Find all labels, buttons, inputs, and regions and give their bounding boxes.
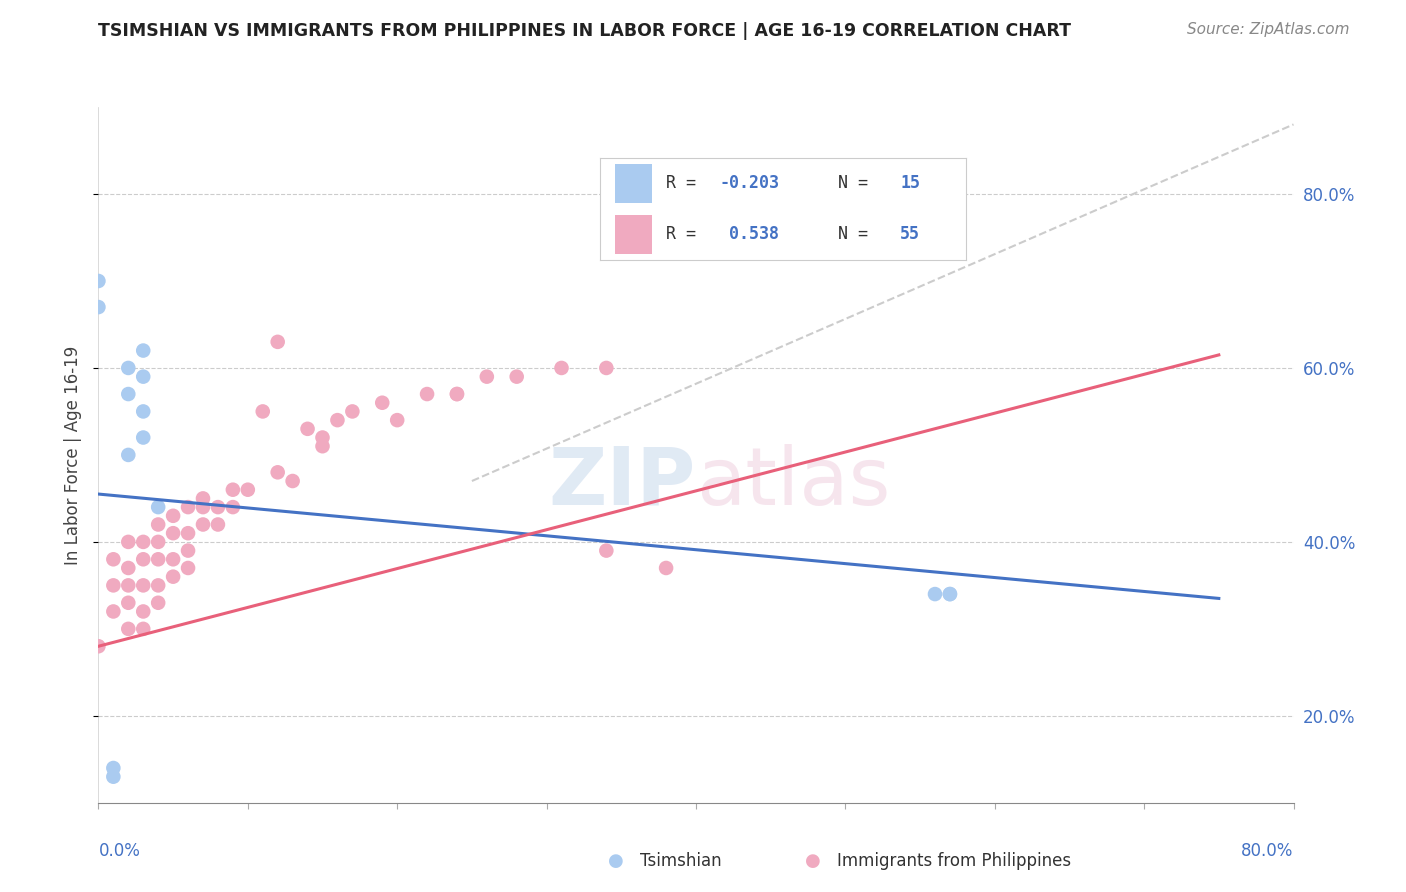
Point xyxy=(385,413,409,427)
Point xyxy=(148,596,170,610)
Point xyxy=(446,387,468,401)
Text: -0.203: -0.203 xyxy=(720,174,779,192)
Point xyxy=(162,526,184,541)
Text: N =: N = xyxy=(818,226,877,244)
Point xyxy=(939,587,962,601)
Text: Tsimshian: Tsimshian xyxy=(640,852,721,870)
Point xyxy=(162,570,184,584)
Point xyxy=(87,639,110,653)
Point xyxy=(297,422,319,436)
Point xyxy=(655,561,678,575)
Point xyxy=(103,605,125,619)
Y-axis label: In Labor Force | Age 16-19: In Labor Force | Age 16-19 xyxy=(65,345,83,565)
Point xyxy=(177,543,200,558)
Text: Immigrants from Philippines: Immigrants from Philippines xyxy=(837,852,1071,870)
Point xyxy=(117,622,139,636)
Point xyxy=(281,474,304,488)
Point xyxy=(177,526,200,541)
Point xyxy=(446,387,468,401)
Text: atlas: atlas xyxy=(696,443,890,522)
Bar xyxy=(614,164,651,202)
Point xyxy=(191,517,214,532)
Point xyxy=(132,343,155,358)
Point xyxy=(595,543,617,558)
Point xyxy=(132,404,155,418)
Point xyxy=(132,552,155,566)
Point xyxy=(939,587,962,601)
Point xyxy=(103,578,125,592)
Text: R =: R = xyxy=(666,174,706,192)
Point xyxy=(117,534,139,549)
Point xyxy=(117,360,139,375)
Point xyxy=(103,761,125,775)
Point xyxy=(207,500,229,514)
Text: 55: 55 xyxy=(900,226,920,244)
Point xyxy=(132,534,155,549)
Point xyxy=(117,387,139,401)
Point xyxy=(207,517,229,532)
Bar xyxy=(614,215,651,254)
Point xyxy=(117,578,139,592)
Text: ZIP: ZIP xyxy=(548,443,696,522)
Point xyxy=(342,404,364,418)
Text: Source: ZipAtlas.com: Source: ZipAtlas.com xyxy=(1187,22,1350,37)
Point xyxy=(311,430,333,444)
Point xyxy=(267,466,290,480)
Text: 0.538: 0.538 xyxy=(720,226,779,244)
Point xyxy=(117,448,139,462)
Point xyxy=(267,334,290,349)
Point xyxy=(103,552,125,566)
Point xyxy=(177,561,200,575)
Point xyxy=(132,430,155,444)
Point xyxy=(252,404,274,418)
Point xyxy=(162,508,184,523)
Point xyxy=(371,395,394,409)
Text: 15: 15 xyxy=(900,174,920,192)
Point xyxy=(506,369,529,384)
Point xyxy=(148,578,170,592)
Point xyxy=(311,439,333,453)
Text: ●: ● xyxy=(607,852,624,870)
Text: N =: N = xyxy=(818,174,877,192)
Text: TSIMSHIAN VS IMMIGRANTS FROM PHILIPPINES IN LABOR FORCE | AGE 16-19 CORRELATION : TSIMSHIAN VS IMMIGRANTS FROM PHILIPPINES… xyxy=(98,22,1071,40)
Point xyxy=(132,369,155,384)
Point xyxy=(148,534,170,549)
Text: R =: R = xyxy=(666,226,706,244)
Point xyxy=(326,413,349,427)
Point xyxy=(87,274,110,288)
Point xyxy=(148,552,170,566)
Point xyxy=(550,360,572,375)
Point xyxy=(595,360,617,375)
Point xyxy=(87,300,110,314)
Point xyxy=(475,369,498,384)
Point xyxy=(222,500,245,514)
Point xyxy=(117,561,139,575)
Point xyxy=(177,500,200,514)
Point xyxy=(132,578,155,592)
Text: ●: ● xyxy=(804,852,821,870)
Point xyxy=(148,500,170,514)
Point xyxy=(924,587,946,601)
Point xyxy=(148,517,170,532)
Point xyxy=(103,770,125,784)
Point xyxy=(132,622,155,636)
Point xyxy=(191,500,214,514)
Point xyxy=(416,387,439,401)
Text: 80.0%: 80.0% xyxy=(1241,842,1294,860)
Point xyxy=(236,483,259,497)
Point xyxy=(191,491,214,506)
Point xyxy=(162,552,184,566)
Point xyxy=(222,483,245,497)
Text: 0.0%: 0.0% xyxy=(98,842,141,860)
Point xyxy=(132,605,155,619)
Point xyxy=(117,596,139,610)
